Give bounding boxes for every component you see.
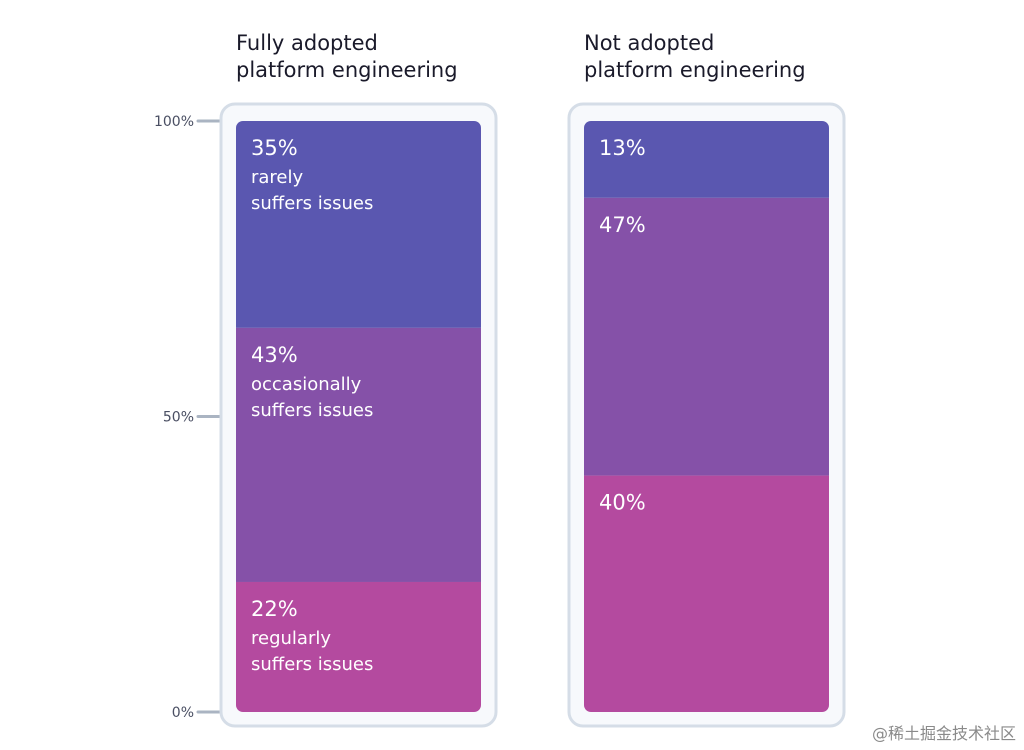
column-title-1: Fully adopted — [236, 31, 378, 55]
segment-description: suffers issues — [251, 193, 373, 214]
bar-segment-rarely-2 — [584, 121, 829, 198]
segment-description: occasionally — [251, 374, 362, 395]
column-title-1: platform engineering — [236, 58, 458, 82]
watermark: @稀土掘金技术社区 — [871, 724, 1016, 743]
segment-labels: 35% rarely suffers issues 43% occasionally su… — [251, 136, 646, 675]
data-label: 47% — [599, 213, 646, 237]
y-axis: 100% 50% 0% — [154, 114, 222, 721]
data-label: 13% — [599, 136, 646, 160]
segment-description: suffers issues — [251, 654, 373, 675]
data-label: 40% — [599, 491, 646, 515]
y-tick-label: 50% — [163, 410, 194, 426]
column-titles: Fully adopted platform engineering Not ado… — [236, 31, 806, 82]
bar-segments — [236, 121, 829, 712]
bar-1 — [236, 121, 481, 712]
segment-description: suffers issues — [251, 400, 373, 421]
column-title-2: Not adopted — [584, 31, 714, 55]
data-label: 22% — [251, 597, 298, 621]
bar-segment-occasionally-2 — [584, 197, 829, 476]
segment-description: rarely — [251, 167, 304, 188]
bar-segment-regularly-1 — [236, 581, 481, 712]
bar-2 — [584, 121, 829, 712]
column-title-2: platform engineering — [584, 58, 806, 82]
bar-segment-occasionally-1 — [236, 327, 481, 582]
segment-description: regularly — [251, 628, 331, 649]
data-label: 35% — [251, 136, 298, 160]
bar-segment-regularly-2 — [584, 475, 829, 712]
y-tick-label: 0% — [172, 705, 194, 721]
y-tick-label: 100% — [154, 114, 194, 130]
data-label: 43% — [251, 343, 298, 367]
bar-segment-rarely-1 — [236, 121, 481, 328]
